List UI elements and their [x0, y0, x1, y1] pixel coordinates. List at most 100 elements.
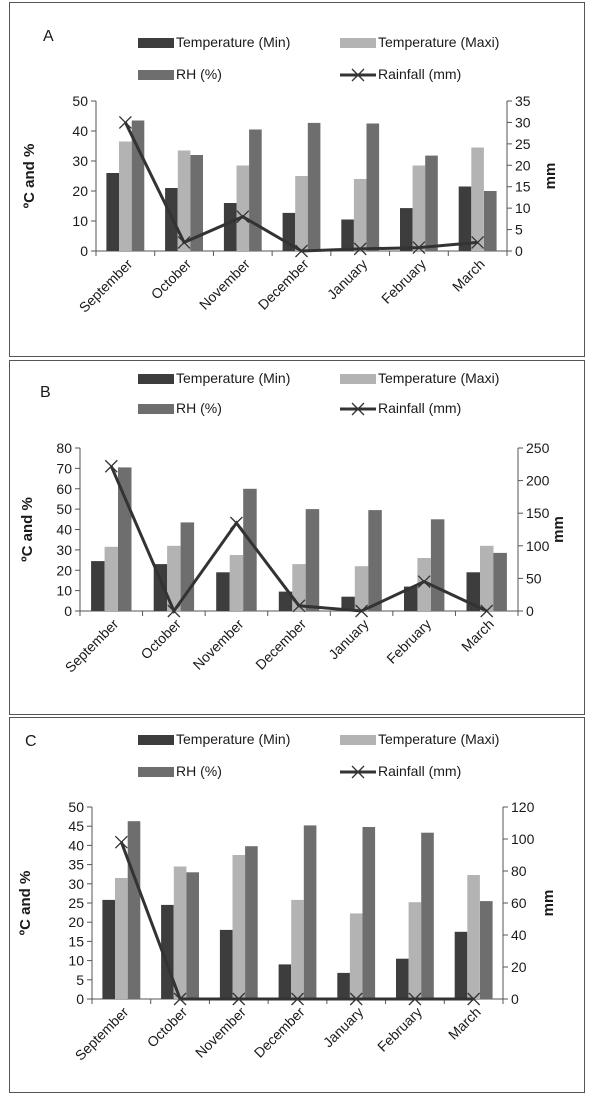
- rainfall-point: [471, 235, 485, 249]
- bar: [115, 878, 128, 999]
- y-tick-label: 25: [68, 895, 84, 911]
- y-tick-label: 20: [68, 914, 84, 930]
- bar: [349, 913, 363, 999]
- y-axis-title: ºC and %: [19, 497, 36, 562]
- legend-label: Rainfall (mm): [378, 66, 461, 82]
- y-tick-label: 40: [56, 522, 72, 538]
- y-tick-label: 30: [72, 153, 88, 169]
- y2-tick-label: 80: [511, 863, 527, 879]
- bar: [400, 208, 413, 251]
- legend-marker: [351, 68, 365, 82]
- chart-panel-a: A Temperature (Min) Temperature (Maxi) RH (…: [9, 2, 585, 357]
- legend-marker: [351, 402, 365, 416]
- rainfall-point: [355, 604, 369, 618]
- bar: [417, 558, 431, 611]
- x-tick-label: September: [72, 1004, 132, 1064]
- bar: [232, 855, 246, 999]
- bar: [396, 958, 409, 999]
- chart-panel-b: B Temperature (Min) Temperature (Maxi) RH (…: [9, 360, 585, 715]
- bar: [430, 519, 445, 611]
- x-tick-label: October: [137, 616, 184, 663]
- bar: [223, 203, 237, 251]
- bar: [408, 902, 422, 999]
- chart-b: B Temperature (Min) Temperature (Maxi) RH (…: [19, 370, 567, 676]
- y-tick-label: 0: [76, 991, 84, 1007]
- bar: [484, 191, 497, 251]
- y2-tick-label: 30: [515, 114, 531, 130]
- bar: [106, 173, 119, 251]
- rainfall-point: [173, 992, 187, 1006]
- y2-tick-label: 250: [526, 440, 550, 456]
- bar: [307, 122, 321, 252]
- y2-tick-label: 60: [511, 895, 527, 911]
- legend-marker: [351, 765, 365, 779]
- legend-label: Rainfall (mm): [378, 400, 461, 416]
- bar: [245, 846, 258, 999]
- y-tick-label: 40: [68, 837, 84, 853]
- bar: [127, 821, 141, 999]
- bar: [291, 899, 304, 999]
- legend-swatch: [138, 404, 174, 414]
- bar: [341, 219, 354, 251]
- legend-swatch: [138, 374, 174, 384]
- y2-tick-label: 40: [511, 927, 527, 943]
- y2-tick-label: 0: [526, 603, 534, 619]
- legend-swatch: [340, 38, 376, 48]
- bar: [249, 129, 262, 251]
- y2-tick-label: 100: [511, 831, 535, 847]
- bar: [480, 545, 494, 611]
- rainfall-point: [118, 115, 132, 129]
- y-axis-title: ºC and %: [21, 144, 38, 209]
- y-tick-label: 0: [80, 243, 88, 259]
- legend-swatch: [138, 767, 174, 777]
- y2-tick-label: 35: [515, 93, 531, 109]
- bar: [353, 179, 367, 251]
- bar: [362, 827, 376, 999]
- y-tick-label: 60: [56, 481, 72, 497]
- bar: [278, 964, 292, 999]
- y-tick-label: 10: [56, 583, 72, 599]
- chart-a: A Temperature (Min) Temperature (Maxi) RH (…: [21, 28, 559, 316]
- rainfall-point: [236, 210, 250, 224]
- rainfall-point: [349, 992, 363, 1006]
- bar: [278, 591, 293, 611]
- x-tick-label: March: [445, 1004, 484, 1043]
- rainfall-point: [177, 235, 191, 249]
- bar: [493, 552, 507, 611]
- y-tick-label: 10: [68, 953, 84, 969]
- legend-label: Temperature (Min): [176, 731, 290, 747]
- x-tick-label: September: [62, 616, 122, 676]
- y-tick-label: 50: [68, 799, 84, 815]
- bar: [104, 546, 119, 611]
- y-tick-label: 20: [56, 562, 72, 578]
- x-tick-label: December: [251, 1004, 308, 1061]
- bar: [219, 929, 233, 999]
- bar: [295, 176, 308, 251]
- bar: [458, 186, 472, 251]
- legend-label: Temperature (Maxi): [378, 370, 499, 386]
- legend-label: Rainfall (mm): [378, 763, 461, 779]
- chart-panel-c: C Temperature (Min) Temperature (Maxi) RH (…: [9, 717, 585, 1093]
- bar: [471, 147, 484, 251]
- y-tick-label: 50: [72, 93, 88, 109]
- bar: [404, 586, 418, 611]
- x-tick-label: September: [76, 256, 136, 316]
- x-tick-label: February: [383, 616, 434, 667]
- bar: [366, 123, 380, 251]
- y2-tick-label: 25: [515, 136, 531, 152]
- x-tick-label: December: [255, 256, 312, 313]
- x-tick-label: March: [458, 616, 497, 655]
- bar: [454, 931, 468, 999]
- bar: [412, 165, 426, 251]
- bar: [467, 875, 480, 999]
- x-tick-label: October: [148, 256, 195, 303]
- y-tick-label: 80: [56, 440, 72, 456]
- bar: [425, 155, 438, 251]
- y2-tick-label: 50: [526, 570, 542, 586]
- rainfall-point: [417, 575, 431, 589]
- bar: [341, 596, 355, 611]
- y2-axis-title: mm: [550, 516, 567, 543]
- rainfall-point: [167, 604, 181, 618]
- x-tick-label: March: [449, 256, 488, 295]
- y2-tick-label: 150: [526, 505, 550, 521]
